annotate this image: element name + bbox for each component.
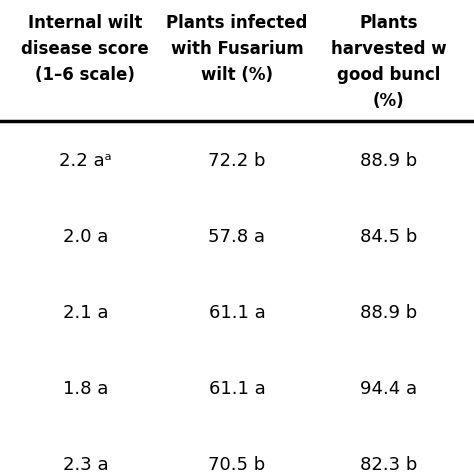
Text: 94.4 a: 94.4 a	[360, 380, 417, 398]
Text: (%): (%)	[373, 92, 404, 110]
Text: 82.3 b: 82.3 b	[360, 456, 418, 474]
Text: Plants: Plants	[359, 14, 418, 32]
Text: 57.8 a: 57.8 a	[209, 228, 265, 246]
Text: wilt (%): wilt (%)	[201, 66, 273, 84]
Text: 1.8 a: 1.8 a	[63, 380, 108, 398]
Text: 72.2 b: 72.2 b	[208, 152, 266, 170]
Text: disease score: disease score	[21, 40, 149, 58]
Text: with Fusarium: with Fusarium	[171, 40, 303, 58]
Text: 2.2 aᵃ: 2.2 aᵃ	[59, 152, 112, 170]
Text: harvested w: harvested w	[331, 40, 447, 58]
Text: Plants infected: Plants infected	[166, 14, 308, 32]
Text: 2.0 a: 2.0 a	[63, 228, 108, 246]
Text: 84.5 b: 84.5 b	[360, 228, 418, 246]
Text: 70.5 b: 70.5 b	[209, 456, 265, 474]
Text: 2.3 a: 2.3 a	[63, 456, 108, 474]
Text: 88.9 b: 88.9 b	[360, 152, 417, 170]
Text: 88.9 b: 88.9 b	[360, 304, 417, 322]
Text: 61.1 a: 61.1 a	[209, 380, 265, 398]
Text: Internal wilt: Internal wilt	[28, 14, 143, 32]
Text: 61.1 a: 61.1 a	[209, 304, 265, 322]
Text: 2.1 a: 2.1 a	[63, 304, 108, 322]
Text: (1–6 scale): (1–6 scale)	[36, 66, 135, 84]
Text: good buncl: good buncl	[337, 66, 440, 84]
